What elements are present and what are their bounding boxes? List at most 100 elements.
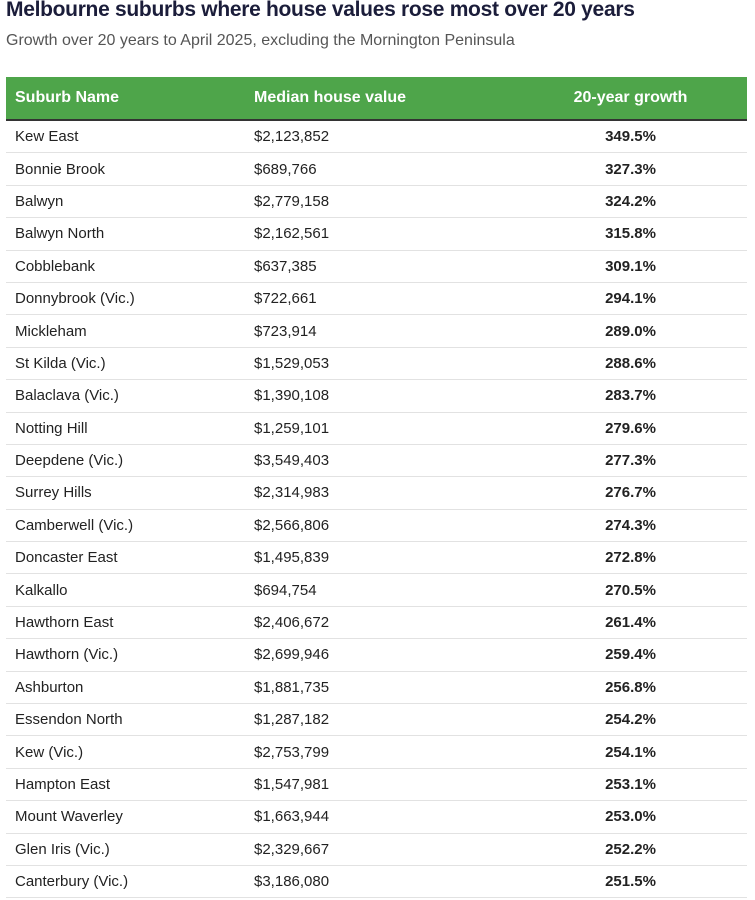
table-cell: Essendon North	[6, 703, 245, 737]
table-cell: 272.8%	[514, 541, 747, 575]
table-cell: 252.2%	[514, 833, 747, 866]
table-cell: 324.2%	[514, 185, 747, 219]
table-head: Suburb Name Median house value 20-year gro…	[6, 77, 747, 121]
column-header: Median house value	[245, 77, 514, 121]
table-cell: Deepdene (Vic.)	[6, 444, 245, 478]
table-cell: 279.6%	[514, 412, 747, 445]
table-row: Doncaster East $1,495,839 272.8%	[6, 541, 747, 575]
table-cell: $2,699,946	[245, 638, 514, 672]
column-header: 20-year growth	[514, 77, 747, 121]
subtitle: Growth over 20 years to April 2025, excl…	[6, 32, 515, 49]
table-cell: Balwyn	[6, 185, 245, 219]
table-cell: Kalkallo	[6, 573, 245, 607]
table-cell: Notting Hill	[6, 412, 245, 445]
table-cell: Kew (Vic.)	[6, 735, 245, 769]
table-cell: 349.5%	[514, 120, 747, 154]
table-row: Hampton East $1,547,981 253.1%	[6, 768, 747, 802]
column-header: Suburb Name	[6, 77, 245, 121]
table-cell: Camberwell (Vic.)	[6, 509, 245, 543]
table-cell: Bonnie Brook	[6, 152, 245, 186]
table-row: Donnybrook (Vic.) $722,661 294.1%	[6, 282, 747, 316]
table-cell: Ashburton	[6, 671, 245, 705]
table-cell: Mickleham	[6, 314, 245, 348]
table-cell: 261.4%	[514, 606, 747, 640]
table-cell: Canterbury (Vic.)	[6, 865, 245, 899]
table-row: Essendon North $1,287,182 254.2%	[6, 703, 747, 737]
table-cell: $723,914	[245, 314, 514, 348]
table-cell: Balaclava (Vic.)	[6, 379, 245, 413]
table-cell: $2,123,852	[245, 120, 514, 154]
table-cell: 315.8%	[514, 217, 747, 251]
table-cell: Balwyn North	[6, 217, 245, 251]
table-cell: $1,390,108	[245, 379, 514, 413]
table-cell: 327.3%	[514, 152, 747, 186]
table-cell: 256.8%	[514, 671, 747, 705]
table-row: Mickleham $723,914 289.0%	[6, 314, 747, 348]
table-row: Deepdene (Vic.) $3,549,403 277.3%	[6, 444, 747, 478]
table-cell: $1,495,839	[245, 541, 514, 575]
data-table: Suburb Name Median house value 20-year gro…	[6, 77, 747, 899]
table-row: Bonnie Brook $689,766 327.3%	[6, 152, 747, 186]
table-cell: $2,162,561	[245, 217, 514, 251]
table-cell: $1,529,053	[245, 347, 514, 381]
table-cell: Glen Iris (Vic.)	[6, 833, 245, 866]
table-cell: $2,753,799	[245, 735, 514, 769]
table-row: St Kilda (Vic.) $1,529,053 288.6%	[6, 347, 747, 381]
table-row: Ashburton $1,881,735 256.8%	[6, 671, 747, 705]
table-cell: $1,663,944	[245, 800, 514, 834]
table-cell: $694,754	[245, 573, 514, 607]
table-cell: 259.4%	[514, 638, 747, 672]
table-cell: St Kilda (Vic.)	[6, 347, 245, 381]
table-cell: Hawthorn East	[6, 606, 245, 640]
table-cell: $2,329,667	[245, 833, 514, 866]
table-cell: $637,385	[245, 250, 514, 283]
header-row: Suburb Name Median house value 20-year gro…	[6, 77, 747, 121]
table-cell: $2,406,672	[245, 606, 514, 640]
table-cell: 294.1%	[514, 282, 747, 316]
table-cell: $1,287,182	[245, 703, 514, 737]
table-cell: $689,766	[245, 152, 514, 186]
table-cell: $3,549,403	[245, 444, 514, 478]
table-cell: $2,779,158	[245, 185, 514, 219]
table-cell: $2,566,806	[245, 509, 514, 543]
table-row: Surrey Hills $2,314,983 276.7%	[6, 476, 747, 510]
table-cell: 276.7%	[514, 476, 747, 510]
table-cell: 274.3%	[514, 509, 747, 543]
table-row: Hawthorn East $2,406,672 261.4%	[6, 606, 747, 640]
table-cell: 288.6%	[514, 347, 747, 381]
table-cell: Mount Waverley	[6, 800, 245, 834]
table-row: Kew (Vic.) $2,753,799 254.1%	[6, 735, 747, 769]
table-row: Balwyn North $2,162,561 315.8%	[6, 217, 747, 251]
table-cell: Donnybrook (Vic.)	[6, 282, 245, 316]
table-cell: Doncaster East	[6, 541, 245, 575]
table-row: Balaclava (Vic.) $1,390,108 283.7%	[6, 379, 747, 413]
table-row: Glen Iris (Vic.) $2,329,667 252.2%	[6, 833, 747, 866]
table-cell: 251.5%	[514, 865, 747, 899]
table-cell: 289.0%	[514, 314, 747, 348]
table-cell: $1,881,735	[245, 671, 514, 705]
table-cell: $2,314,983	[245, 476, 514, 510]
table-cell: 270.5%	[514, 573, 747, 607]
table-cell: Hampton East	[6, 768, 245, 802]
table-row: Kalkallo $694,754 270.5%	[6, 573, 747, 607]
table-cell: Cobblebank	[6, 250, 245, 283]
table-row: Camberwell (Vic.) $2,566,806 274.3%	[6, 509, 747, 543]
table-cell: $722,661	[245, 282, 514, 316]
table-cell: 283.7%	[514, 379, 747, 413]
table-cell: Surrey Hills	[6, 476, 245, 510]
table-cell: $1,259,101	[245, 412, 514, 445]
table-cell: $1,547,981	[245, 768, 514, 802]
table-cell: Hawthorn (Vic.)	[6, 638, 245, 672]
table-body: Kew East $2,123,852 349.5% Bonnie Brook $689…	[6, 120, 747, 899]
table-cell: 253.1%	[514, 768, 747, 802]
table-row: Hawthorn (Vic.) $2,699,946 259.4%	[6, 638, 747, 672]
table-row: Balwyn $2,779,158 324.2%	[6, 185, 747, 219]
table-row: Mount Waverley $1,663,944 253.0%	[6, 800, 747, 834]
table-cell: 254.1%	[514, 735, 747, 769]
table-row: Cobblebank $637,385 309.1%	[6, 250, 747, 283]
table-cell: Kew East	[6, 120, 245, 154]
table-cell: $3,186,080	[245, 865, 514, 899]
table-cell: 277.3%	[514, 444, 747, 478]
table-cell: 309.1%	[514, 250, 747, 283]
